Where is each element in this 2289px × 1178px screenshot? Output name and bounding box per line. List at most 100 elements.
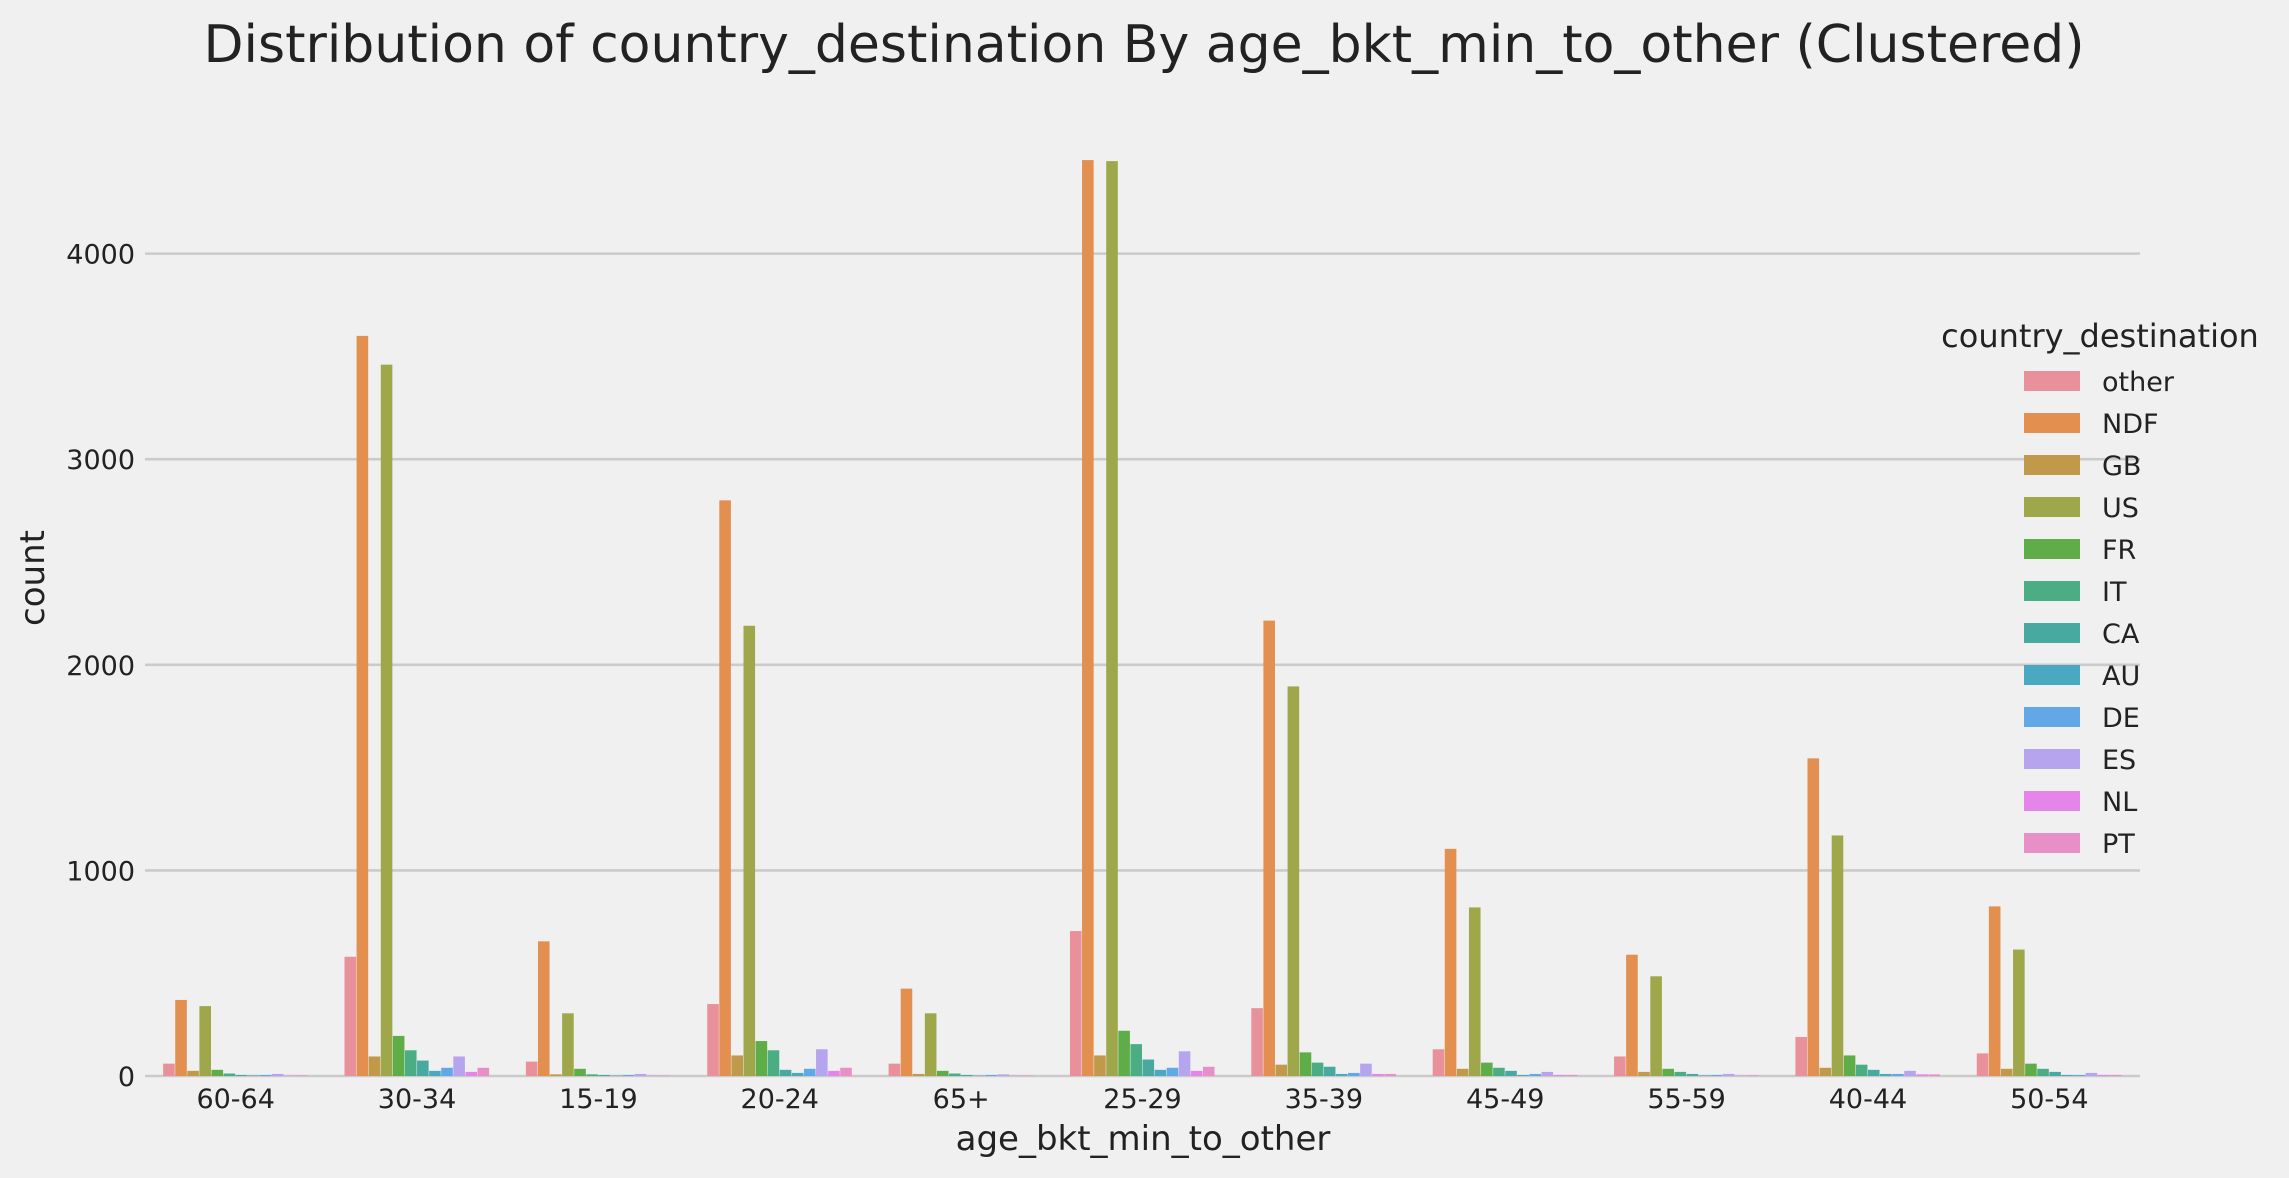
bar-fr-50-54 [2025,1063,2037,1076]
bar-ndf-45-49 [1444,848,1457,1076]
bar-it-65+ [949,1073,961,1076]
bar-nl-20-24 [828,1070,840,1076]
bar-de-50-54 [2073,1074,2086,1076]
chart-title: Distribution of country_destination By a… [204,15,2085,75]
bar-pt-35-39 [1384,1073,1396,1076]
bar-gb-30-34 [368,1056,381,1076]
bar-it-40-44 [1855,1064,1868,1076]
y-tick-label: 0 [118,1062,135,1093]
bar-es-35-39 [1360,1063,1372,1076]
bar-us-65+ [924,1013,937,1076]
bar-ca-65+ [961,1074,973,1076]
x-tick-label: 25-29 [1103,1084,1181,1115]
bar-us-30-34 [380,364,393,1076]
legend-swatch-au [2024,665,2080,685]
bar-it-20-24 [767,1050,780,1076]
bar-nl-50-54 [2097,1074,2110,1076]
bar-gb-50-54 [2000,1068,2013,1076]
bar-fr-45-49 [1481,1062,1493,1076]
bar-us-60-64 [199,1006,211,1076]
legend-title: country_destination [1941,317,2259,355]
x-tick-label: 60-64 [196,1084,274,1115]
bar-de-30-34 [441,1067,453,1076]
legend: country_destination other NDF GB US FR IT CA AU… [1941,317,2259,860]
x-axis-ticks: 60-64 30-34 15-19 20-24 65+ 25-29 35-39 45-49 55… [196,1084,2088,1115]
bar-us-25-29 [1106,161,1118,1076]
bar-es-20-24 [816,1049,828,1076]
bar-de-40-44 [1892,1073,1904,1076]
bar-ndf-40-44 [1807,758,1820,1076]
bar-ndf-55-59 [1626,954,1638,1076]
bar-gb-20-24 [731,1055,743,1076]
legend-swatch-es [2024,749,2080,769]
bar-other-45-49 [1432,1049,1445,1076]
bar-au-30-34 [429,1070,441,1076]
bar-us-45-49 [1468,907,1481,1076]
bar-it-35-39 [1311,1062,1324,1076]
legend-swatch-ndf [2024,413,2080,433]
legend-label-ca: CA [2102,619,2140,650]
bar-fr-35-39 [1299,1052,1312,1076]
bar-it-50-54 [2037,1068,2049,1076]
bar-ndf-65+ [900,988,913,1076]
y-tick-label: 2000 [66,651,135,682]
x-tick-label: 45-49 [1466,1084,1544,1115]
legend-label-de: DE [2102,703,2140,734]
bar-es-65+ [997,1074,1009,1076]
bar-gb-35-39 [1275,1064,1288,1076]
bar-es-50-54 [2085,1072,2098,1076]
bar-nl-45-49 [1553,1074,1566,1076]
x-tick-label: 55-59 [1647,1084,1725,1115]
bar-de-45-49 [1529,1073,1541,1076]
bar-pt-55-59 [1747,1075,1759,1076]
legend-label-us: US [2102,493,2139,524]
bar-ca-60-64 [235,1074,248,1076]
bar-nl-25-29 [1190,1070,1203,1076]
bar-ndf-35-39 [1263,620,1275,1076]
bar-es-55-59 [1722,1073,1735,1076]
bar-ndf-15-19 [537,941,550,1076]
bar-it-25-29 [1130,1044,1142,1076]
bar-other-25-29 [1069,931,1082,1076]
bar-ndf-60-64 [175,999,187,1076]
x-tick-label: 20-24 [741,1084,819,1115]
bar-other-35-39 [1251,1008,1263,1076]
y-tick-label: 3000 [66,445,135,476]
bar-nl-35-39 [1372,1073,1384,1076]
bar-other-30-34 [344,956,357,1076]
legend-swatch-de [2024,707,2080,727]
bar-fr-15-19 [574,1068,586,1076]
x-tick-label: 65+ [933,1084,990,1115]
bar-ndf-25-29 [1082,160,1094,1076]
bar-ca-40-44 [1867,1069,1880,1076]
bar-ca-15-19 [598,1074,610,1076]
bar-pt-45-49 [1565,1074,1578,1076]
legend-label-fr: FR [2102,535,2136,566]
legend-label-au: AU [2102,661,2140,692]
bar-gb-25-29 [1094,1055,1106,1076]
bar-au-45-49 [1517,1074,1529,1076]
bar-ndf-20-24 [719,500,731,1076]
bar-fr-55-59 [1662,1068,1674,1076]
bar-other-20-24 [707,1004,719,1076]
bar-es-25-29 [1178,1051,1191,1076]
legend-swatch-ca [2024,623,2080,643]
legend-swatch-gb [2024,455,2080,475]
legend-label-es: ES [2102,745,2136,776]
bar-gb-55-59 [1638,1071,1650,1076]
legend-swatch-other [2024,371,2080,391]
bar-de-55-59 [1710,1074,1723,1076]
bar-other-50-54 [1976,1053,1989,1076]
x-axis-label: age_bkt_min_to_other [956,1119,1331,1159]
bar-fr-40-44 [1843,1055,1856,1076]
bar-au-40-44 [1880,1073,1892,1076]
bar-ndf-30-34 [356,335,369,1076]
bar-fr-65+ [936,1070,949,1076]
bar-it-55-59 [1674,1071,1687,1076]
x-tick-label: 40-44 [1829,1084,1907,1115]
bar-other-15-19 [525,1061,538,1076]
y-axis-ticks: 0 1000 2000 3000 4000 [66,240,135,1093]
bar-fr-30-34 [392,1035,405,1076]
bar-pt-25-29 [1202,1066,1215,1076]
bar-nl-40-44 [1916,1074,1928,1076]
